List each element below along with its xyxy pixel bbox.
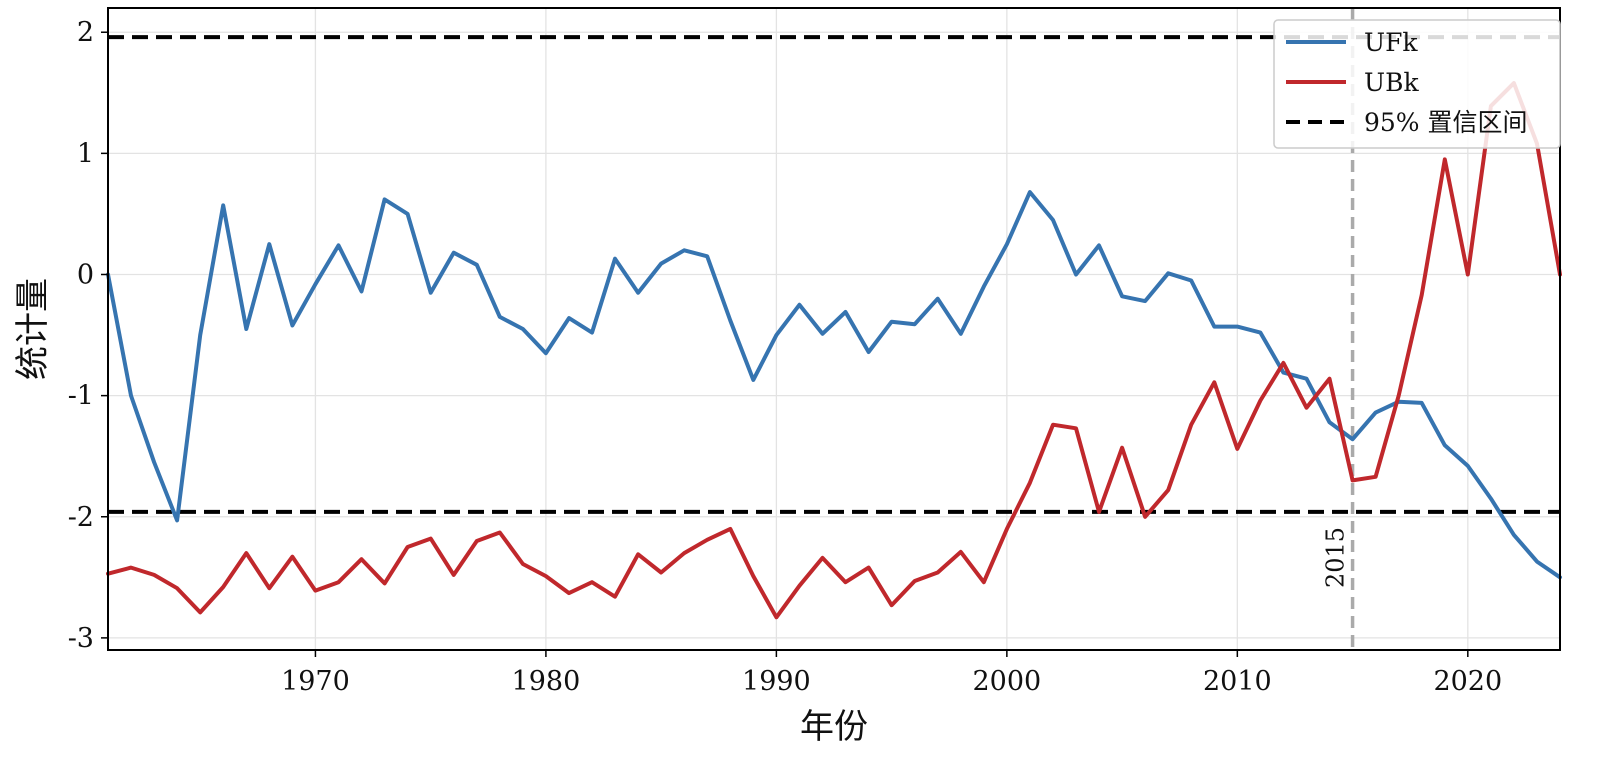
y-tick-label: -1 <box>68 381 94 412</box>
x-tick-label: 1970 <box>281 666 350 697</box>
series-lines <box>106 81 1562 620</box>
y-axis-title: 统计量 <box>13 278 53 380</box>
legend-box <box>1273 19 1561 149</box>
legend-label-ci: 95% 置信区间 <box>1364 108 1528 137</box>
y-tick-label: 1 <box>77 138 94 169</box>
y-tick-label: -2 <box>68 502 94 533</box>
plot-frame <box>107 7 1561 651</box>
y-tick-label: 2 <box>77 17 94 48</box>
x-tick-label: 2020 <box>1433 666 1502 697</box>
y-tick-label: -3 <box>68 623 94 654</box>
legend-label-ubk: UBk <box>1364 68 1419 97</box>
series-line-ubk <box>106 81 1562 620</box>
series-line-ufk <box>106 190 1562 580</box>
legend-label-ufk: UFk <box>1364 28 1418 57</box>
legend: UFk UBk 95% 置信区间 <box>1273 19 1561 149</box>
x-tick-label: 1990 <box>742 666 811 697</box>
x-tick-label: 2010 <box>1203 666 1272 697</box>
y-tick-label: 0 <box>77 259 94 290</box>
axis-ticks: 1970 1980 1990 2000 2010 2020 -3 -2 -1 0 1 2 <box>68 17 1502 697</box>
x-axis-title: 年份 <box>800 707 868 747</box>
marker-label-2015: 2015 <box>1322 527 1350 588</box>
x-tick-label: 1980 <box>512 666 581 697</box>
x-tick-label: 2000 <box>972 666 1041 697</box>
